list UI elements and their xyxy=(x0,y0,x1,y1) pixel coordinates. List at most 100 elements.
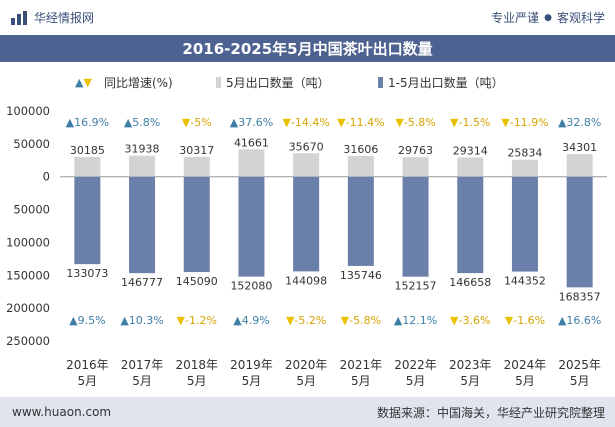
monthly-value-label: 29763 xyxy=(398,144,433,157)
chart-area: 100000 50000 0 50000 100000 150000 200000 25000… xyxy=(6,104,607,388)
title-bar: 2016-2025年5月中国茶叶出口数量 xyxy=(0,35,615,62)
growth-monthly-label: ▼-1.5% xyxy=(450,116,490,129)
x-tick-label: 2016年 xyxy=(66,358,109,372)
monthly-bar xyxy=(566,154,593,177)
legend-cumulative-swatch xyxy=(378,77,383,88)
monthly-bar xyxy=(511,159,538,177)
legend-cumulative-label: 1-5月出口数量（吨） xyxy=(388,76,504,90)
legend-growth: ▲ ▼ 同比增速(%) xyxy=(75,74,173,91)
y-tick-label: 100000 xyxy=(6,104,50,118)
monthly-value-label: 34301 xyxy=(562,141,597,154)
tag-separator: ● xyxy=(544,12,552,23)
monthly-bar xyxy=(74,156,101,177)
cumulative-value-label: 146777 xyxy=(121,276,163,289)
legend-growth-label: 同比增速(%) xyxy=(103,76,173,90)
y-tick-label: 100000 xyxy=(6,235,50,249)
growth-cumulative-label: ▲10.3% xyxy=(120,314,163,327)
footer: www.huaon.com 数据来源：中国海关，华经产业研究院整理 xyxy=(0,397,615,427)
logo-icon xyxy=(11,10,27,25)
x-tick-label: 5月 xyxy=(187,374,207,388)
monthly-value-label: 35670 xyxy=(289,140,324,153)
monthly-value-label: 41661 xyxy=(234,136,269,149)
y-tick-label: 0 xyxy=(43,170,50,184)
cumulative-value-label: 144352 xyxy=(504,275,546,288)
monthly-value-label: 30317 xyxy=(179,144,214,157)
brand: 华经情报网 xyxy=(0,9,94,26)
legend: ▲ ▼ 同比增速(%) 5月出口数量（吨） 1-5月出口数量（吨） xyxy=(0,74,615,94)
legend-up-triangle-icon: ▲ xyxy=(75,76,84,89)
monthly-value-label: 29314 xyxy=(453,144,488,157)
x-tick-label: 5月 xyxy=(296,374,316,388)
growth-monthly-label: ▲5.8% xyxy=(124,116,160,129)
cumulative-bar xyxy=(238,176,265,277)
legend-monthly: 5月出口数量（吨） xyxy=(216,74,330,91)
cumulative-value-label: 146658 xyxy=(449,276,491,289)
legend-monthly-label: 5月出口数量（吨） xyxy=(226,76,330,90)
x-tick-label: 5月 xyxy=(406,374,426,388)
x-tick-label: 2021年 xyxy=(340,358,383,372)
tagline: 专业严谨 ● 客观科学 xyxy=(491,9,615,26)
cumulative-bar xyxy=(457,176,484,274)
cumulative-value-label: 152080 xyxy=(230,280,272,293)
y-tick-label: 50000 xyxy=(13,137,50,151)
footer-url[interactable]: www.huaon.com xyxy=(12,405,112,419)
growth-monthly-label: ▼-5% xyxy=(182,116,212,129)
x-tick-label: 2022年 xyxy=(394,358,437,372)
monthly-value-label: 31938 xyxy=(125,143,160,156)
monthly-bar xyxy=(129,155,156,177)
growth-monthly-label: ▲32.8% xyxy=(558,116,601,129)
cumulative-value-label: 152157 xyxy=(395,280,437,293)
cumulative-bar xyxy=(566,176,593,288)
x-tick-label: 5月 xyxy=(570,374,590,388)
legend-down-triangle-icon: ▼ xyxy=(83,76,92,89)
cumulative-value-label: 133073 xyxy=(66,267,108,280)
y-tick-label: 250000 xyxy=(6,334,50,348)
legend-cumulative: 1-5月出口数量（吨） xyxy=(378,74,504,91)
monthly-value-label: 31606 xyxy=(343,143,378,156)
top-bar: 华经情报网 专业严谨 ● 客观科学 xyxy=(0,0,615,35)
growth-monthly-label: ▼-5.8% xyxy=(395,116,435,129)
x-tick-label: 2024年 xyxy=(504,358,547,372)
y-tick-label: 50000 xyxy=(13,203,50,217)
x-tick-label: 5月 xyxy=(78,374,98,388)
y-tick-label: 200000 xyxy=(6,301,50,315)
growth-monthly-label: ▲37.6% xyxy=(230,116,273,129)
cumulative-bar xyxy=(511,176,538,272)
growth-cumulative-label: ▼-5.8% xyxy=(341,314,381,327)
cumulative-bar xyxy=(74,176,101,265)
x-tick-label: 2019年 xyxy=(230,358,273,372)
monthly-value-label: 25834 xyxy=(507,147,542,160)
growth-monthly-label: ▲16.9% xyxy=(66,116,109,129)
growth-cumulative-label: ▼-1.2% xyxy=(177,314,217,327)
cumulative-value-label: 144098 xyxy=(285,274,327,287)
growth-cumulative-label: ▲9.5% xyxy=(69,314,105,327)
x-tick-label: 5月 xyxy=(351,374,371,388)
growth-cumulative-label: ▲12.1% xyxy=(394,314,437,327)
growth-cumulative-label: ▼-3.6% xyxy=(450,314,490,327)
monthly-value-label: 30185 xyxy=(70,144,105,157)
x-tick-label: 2023年 xyxy=(449,358,492,372)
growth-cumulative-label: ▼-1.6% xyxy=(505,314,545,327)
cumulative-bar xyxy=(347,176,374,266)
growth-cumulative-label: ▼-5.2% xyxy=(286,314,326,327)
x-tick-label: 2018年 xyxy=(175,358,218,372)
cumulative-bar xyxy=(293,176,320,272)
tag-left: 专业严谨 xyxy=(491,11,540,25)
cumulative-bar xyxy=(129,176,156,274)
x-tick-label: 5月 xyxy=(242,374,262,388)
monthly-bar xyxy=(293,153,320,177)
brand-name: 华经情报网 xyxy=(34,11,95,25)
monthly-bar xyxy=(238,149,265,177)
growth-monthly-label: ▼-11.9% xyxy=(501,116,548,129)
x-tick-label: 5月 xyxy=(132,374,152,388)
monthly-bar xyxy=(183,156,210,177)
x-tick-label: 5月 xyxy=(515,374,535,388)
x-tick-label: 2017年 xyxy=(121,358,164,372)
cumulative-bar xyxy=(402,176,429,277)
cumulative-value-label: 135746 xyxy=(340,269,382,282)
growth-monthly-label: ▼-11.4% xyxy=(337,116,384,129)
x-tick-label: 2020年 xyxy=(285,358,328,372)
chart-title: 2016-2025年5月中国茶叶出口数量 xyxy=(182,40,433,58)
growth-monthly-label: ▼-14.4% xyxy=(282,116,329,129)
growth-cumulative-label: ▲16.6% xyxy=(558,314,601,327)
